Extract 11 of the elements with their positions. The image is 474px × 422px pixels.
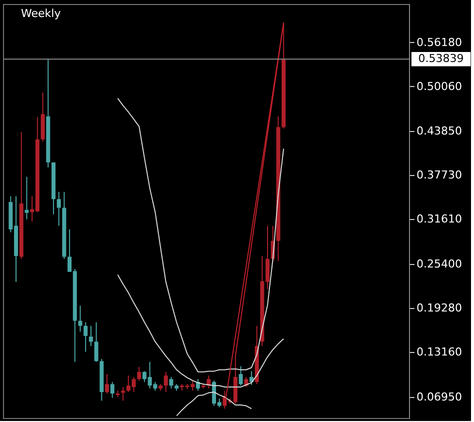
y-tick-label: 0.56180 — [416, 36, 462, 49]
ref-line-label: 0.53839 — [418, 52, 464, 66]
y-tick-label: 0.13160 — [416, 346, 462, 359]
y-tick-label: 0.50060 — [416, 80, 462, 93]
y-tick-label: 0.43850 — [416, 124, 462, 138]
y-tick-label: 0.25400 — [416, 257, 462, 270]
chart-title: Weekly — [21, 7, 62, 20]
y-tick-label: 0.37730 — [416, 168, 462, 182]
y-tick-label: 0.06950 — [416, 390, 462, 404]
y-tick-label: 0.19280 — [416, 301, 462, 314]
y-tick-label: 0.31610 — [416, 212, 462, 226]
